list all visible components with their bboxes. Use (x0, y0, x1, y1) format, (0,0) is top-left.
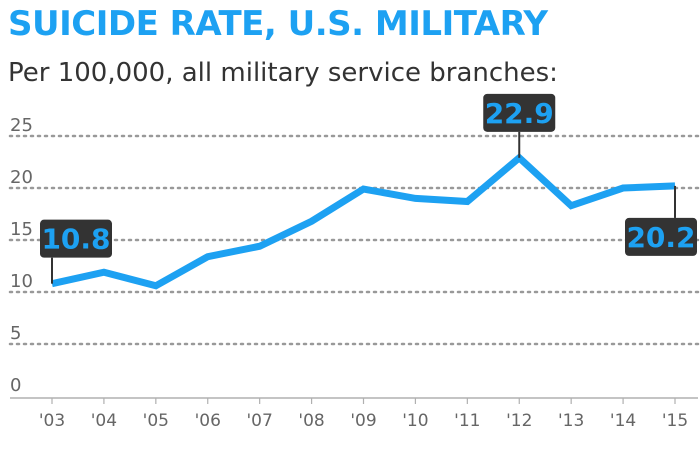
x-axis-ticks: '03 '04 '05 '06 '07 '08 '09 '10 '11 '12 '13 '14 '15 (39, 398, 688, 431)
y-tick-label: 5 (10, 323, 21, 344)
callout-label: 20.2 (626, 221, 695, 254)
x-tick-label: '05 (143, 411, 169, 431)
x-tick-label: '12 (506, 411, 532, 431)
x-tick-label: '08 (298, 411, 324, 431)
x-tick-label: '10 (402, 411, 428, 431)
y-axis-ticks: 0 5 10 15 20 25 (10, 115, 33, 396)
x-tick-label: '13 (558, 411, 584, 431)
callout-box (625, 217, 697, 256)
x-tick-label: '09 (350, 411, 376, 431)
x-tick-label: '07 (247, 411, 273, 431)
series-line (51, 153, 676, 290)
x-tick-label: '14 (610, 411, 636, 431)
y-tick-label: 10 (10, 271, 33, 292)
x-tick-label: '04 (91, 411, 117, 431)
y-tick-label: 15 (10, 219, 33, 240)
chart-subtitle: Per 100,000, all military service branch… (8, 58, 558, 88)
x-tick-label: '15 (662, 411, 688, 431)
data-callouts: 10.8 22.9 20.2 (40, 93, 697, 284)
x-tick-label: '03 (39, 411, 65, 431)
callout-label: 10.8 (41, 223, 110, 256)
y-tick-label: 20 (10, 167, 33, 188)
y-tick-label: 0 (10, 375, 21, 396)
callout-box (483, 93, 556, 132)
chart-title: SUICIDE RATE, U.S. MILITARY (8, 4, 548, 44)
callout-label: 22.9 (485, 97, 554, 130)
x-tick-label: '06 (195, 411, 221, 431)
callout-box (40, 219, 112, 258)
y-tick-label: 25 (10, 115, 33, 136)
x-tick-label: '11 (454, 411, 480, 431)
grid-lines (8, 134, 700, 346)
